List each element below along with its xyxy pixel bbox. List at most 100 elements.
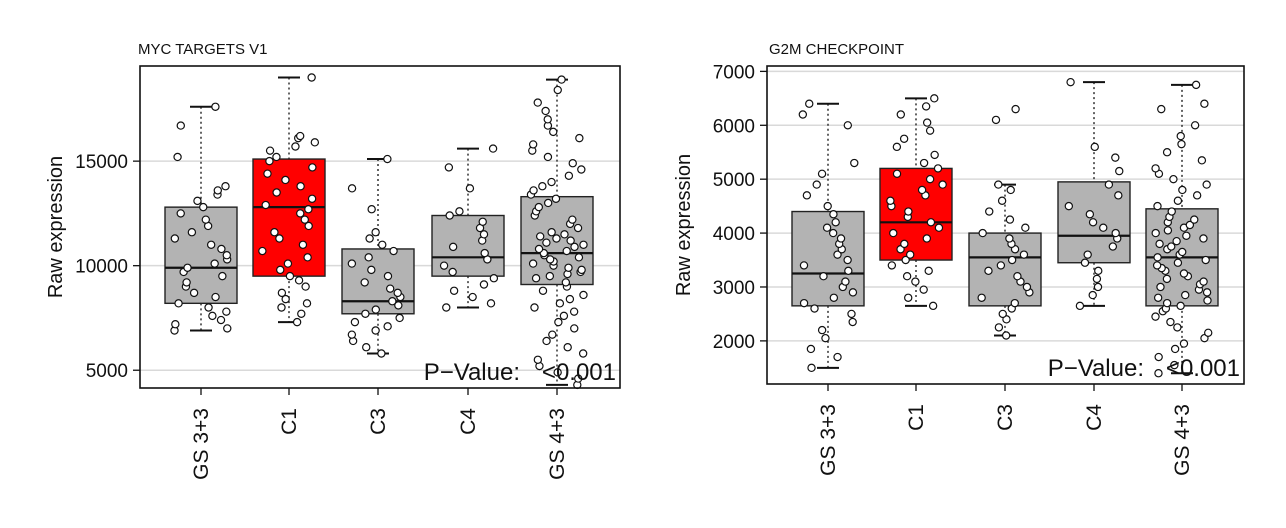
data-point bbox=[562, 246, 571, 256]
data-point bbox=[925, 174, 935, 184]
data-point bbox=[996, 261, 1006, 270]
p-value-value: <0.001 bbox=[1166, 355, 1240, 382]
y-tick-label: 2000 bbox=[713, 332, 755, 353]
data-point bbox=[534, 202, 544, 212]
data-point bbox=[528, 259, 538, 268]
chart-panel-1: MYC TARGETS V1 Raw expression 5000 10000 150… bbox=[45, 41, 621, 480]
data-point bbox=[543, 152, 553, 162]
data-point bbox=[442, 303, 451, 312]
data-point bbox=[1022, 282, 1032, 292]
data-point bbox=[904, 207, 913, 216]
data-point bbox=[1153, 293, 1163, 302]
data-point bbox=[984, 266, 993, 276]
data-point bbox=[541, 106, 550, 116]
data-point bbox=[543, 115, 552, 124]
data-point bbox=[823, 201, 832, 211]
data-point bbox=[183, 263, 192, 272]
data-point bbox=[347, 259, 357, 268]
data-point bbox=[528, 140, 538, 149]
data-point bbox=[561, 278, 571, 287]
data-point bbox=[489, 274, 499, 283]
x-tick-label: C1 bbox=[278, 408, 301, 435]
data-point bbox=[538, 182, 547, 191]
data-point bbox=[1153, 201, 1162, 211]
data-point bbox=[1088, 218, 1098, 227]
data-point bbox=[265, 146, 275, 155]
data-point bbox=[383, 322, 392, 331]
data-point bbox=[1170, 360, 1179, 370]
data-point bbox=[1202, 180, 1211, 189]
data-point bbox=[281, 294, 290, 304]
data-point bbox=[367, 265, 376, 275]
data-point bbox=[1155, 239, 1164, 249]
data-point bbox=[938, 180, 947, 189]
data-point bbox=[905, 250, 915, 259]
data-point bbox=[1166, 317, 1175, 327]
data-point bbox=[310, 138, 320, 147]
data-point bbox=[994, 180, 1003, 189]
data-point bbox=[1162, 148, 1172, 157]
data-point bbox=[530, 303, 539, 312]
data-point bbox=[367, 205, 376, 214]
data-point bbox=[1001, 331, 1011, 340]
y-tick-label: 10000 bbox=[75, 257, 128, 278]
data-point bbox=[547, 228, 556, 237]
data-point bbox=[917, 185, 927, 195]
data-point bbox=[843, 121, 853, 130]
data-point bbox=[217, 244, 226, 254]
data-point bbox=[542, 336, 551, 346]
data-point bbox=[919, 158, 929, 168]
plot-frame bbox=[139, 65, 621, 389]
data-point bbox=[828, 228, 838, 238]
data-point bbox=[1203, 296, 1212, 305]
data-point bbox=[480, 248, 489, 258]
data-point bbox=[261, 200, 270, 210]
data-point bbox=[991, 115, 1001, 125]
data-point bbox=[206, 240, 216, 249]
data-point bbox=[1151, 164, 1160, 173]
data-point bbox=[389, 246, 398, 256]
data-point bbox=[173, 152, 182, 162]
data-point bbox=[926, 218, 936, 227]
data-point bbox=[283, 259, 293, 268]
data-point bbox=[1114, 191, 1123, 200]
data-point bbox=[829, 210, 838, 219]
data-point bbox=[445, 211, 454, 220]
data-point bbox=[560, 230, 569, 239]
data-point bbox=[802, 191, 812, 200]
data-point bbox=[994, 323, 1004, 332]
data-point bbox=[1177, 139, 1186, 149]
data-point bbox=[297, 309, 306, 318]
data-point bbox=[223, 324, 232, 333]
data-point bbox=[393, 288, 402, 298]
data-point bbox=[201, 215, 211, 224]
data-point bbox=[799, 298, 809, 308]
data-point bbox=[1182, 231, 1191, 240]
data-point bbox=[1162, 298, 1172, 308]
data-point bbox=[902, 272, 912, 281]
data-point bbox=[1200, 99, 1209, 108]
data-point bbox=[364, 253, 373, 262]
data-point bbox=[833, 352, 842, 362]
data-point bbox=[822, 223, 832, 232]
data-point bbox=[573, 223, 583, 233]
data-point bbox=[371, 326, 380, 335]
data-point bbox=[1190, 215, 1199, 224]
data-point bbox=[291, 142, 300, 151]
data-point bbox=[1192, 191, 1202, 200]
data-point bbox=[222, 251, 232, 260]
data-point bbox=[933, 164, 943, 173]
data-point bbox=[270, 228, 279, 237]
data-point bbox=[1173, 258, 1183, 267]
data-point bbox=[1151, 312, 1160, 321]
data-point bbox=[1006, 185, 1015, 195]
data-point bbox=[1199, 234, 1208, 243]
x-tick-label: C4 bbox=[457, 408, 480, 435]
data-point bbox=[563, 343, 572, 352]
data-point bbox=[1019, 250, 1029, 259]
data-point bbox=[565, 294, 575, 304]
data-point bbox=[1156, 282, 1165, 292]
data-point bbox=[478, 217, 487, 226]
data-point bbox=[886, 196, 895, 205]
data-point bbox=[535, 232, 545, 241]
